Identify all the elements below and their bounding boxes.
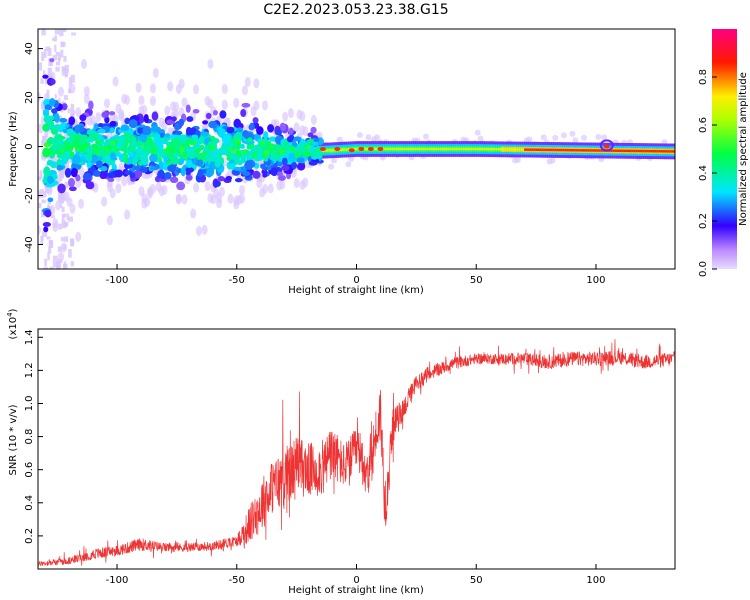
spectrogram-y-tick-label: 40 (24, 42, 35, 55)
spectrogram-x-tick-label: -100 (106, 275, 129, 286)
spectrogram-panel: -100 -50 0 50 100 -40 -20 0 20 40 Height of stra… (8, 28, 676, 296)
colorbar: 0.0 0.2 0.4 0.6 0.8 Normalized spectral ampl… (698, 29, 749, 277)
snr-y-label: SNR (10 * v/v) (8, 404, 19, 475)
colorbar-tick-label: 0.6 (698, 117, 709, 133)
snr-panel: -100 -50 0 50 100 0.2 0.4 0.6 0.8 1.0 1.2 1.4 Heig… (6, 308, 676, 596)
spectrogram-cells (38, 29, 675, 269)
spectrogram-y-tick-label: -40 (24, 236, 35, 252)
snr-x-tick-label: -50 (229, 575, 245, 586)
snr-x-label: Height of straight line (km) (288, 585, 424, 596)
spectrogram-x-tick-label: 0 (353, 275, 359, 286)
snr-y-tick-label: 1.0 (24, 396, 35, 412)
snr-y-tick-label: 1.2 (24, 362, 35, 378)
spectrogram-y-axis: -40 -20 0 20 40 (24, 42, 43, 253)
colorbar-gradient (712, 29, 737, 269)
snr-y-tick-label: 0.2 (24, 528, 35, 544)
spectrogram-y-label: Frequency (Hz) (8, 111, 19, 187)
figure-title: C2E2.2023.053.23.38.G15 (263, 2, 448, 18)
colorbar-tick-label: 0.2 (698, 213, 709, 229)
snr-y-tick-label: 0.6 (24, 462, 35, 478)
snr-y-tick-label: 1.4 (24, 329, 35, 345)
spectrogram-y-tick-label: 0 (24, 143, 35, 149)
spectrogram-x-tick-label: -50 (229, 275, 245, 286)
colorbar-tick-label: 0.8 (698, 69, 709, 85)
colorbar-tick-label: 0.4 (698, 165, 709, 181)
spectrogram-x-tick-label: 100 (586, 275, 605, 286)
snr-y-tick-label: 0.8 (24, 429, 35, 445)
spectrogram-x-label: Height of straight line (km) (288, 285, 424, 296)
colorbar-tick-label: 0.0 (698, 261, 709, 277)
snr-x-tick-label: -100 (106, 575, 129, 586)
snr-x-axis: -100 -50 0 50 100 (106, 564, 606, 586)
colorbar-axis: 0.0 0.2 0.4 0.6 0.8 (698, 69, 717, 277)
snr-y-axis: 0.2 0.4 0.6 0.8 1.0 1.2 1.4 (24, 329, 43, 544)
spectrogram-heatmap (38, 29, 675, 269)
spectrogram-x-tick-label: 50 (470, 275, 483, 286)
spectrogram-y-tick-label: -20 (24, 187, 35, 203)
spectrogram-x-axis: -100 -50 0 50 100 (106, 264, 606, 286)
snr-x-tick-label: 50 (470, 575, 483, 586)
colorbar-label: Normalized spectral amplitude (738, 72, 749, 226)
snr-y-tick-label: 0.4 (24, 495, 35, 511)
snr-x-tick-label: 100 (586, 575, 605, 586)
spectrogram-y-tick-label: 20 (24, 91, 35, 104)
snr-series-line (37, 339, 676, 567)
snr-y-multiplier: (x104) (6, 308, 19, 339)
snr-x-tick-label: 0 (353, 575, 359, 586)
